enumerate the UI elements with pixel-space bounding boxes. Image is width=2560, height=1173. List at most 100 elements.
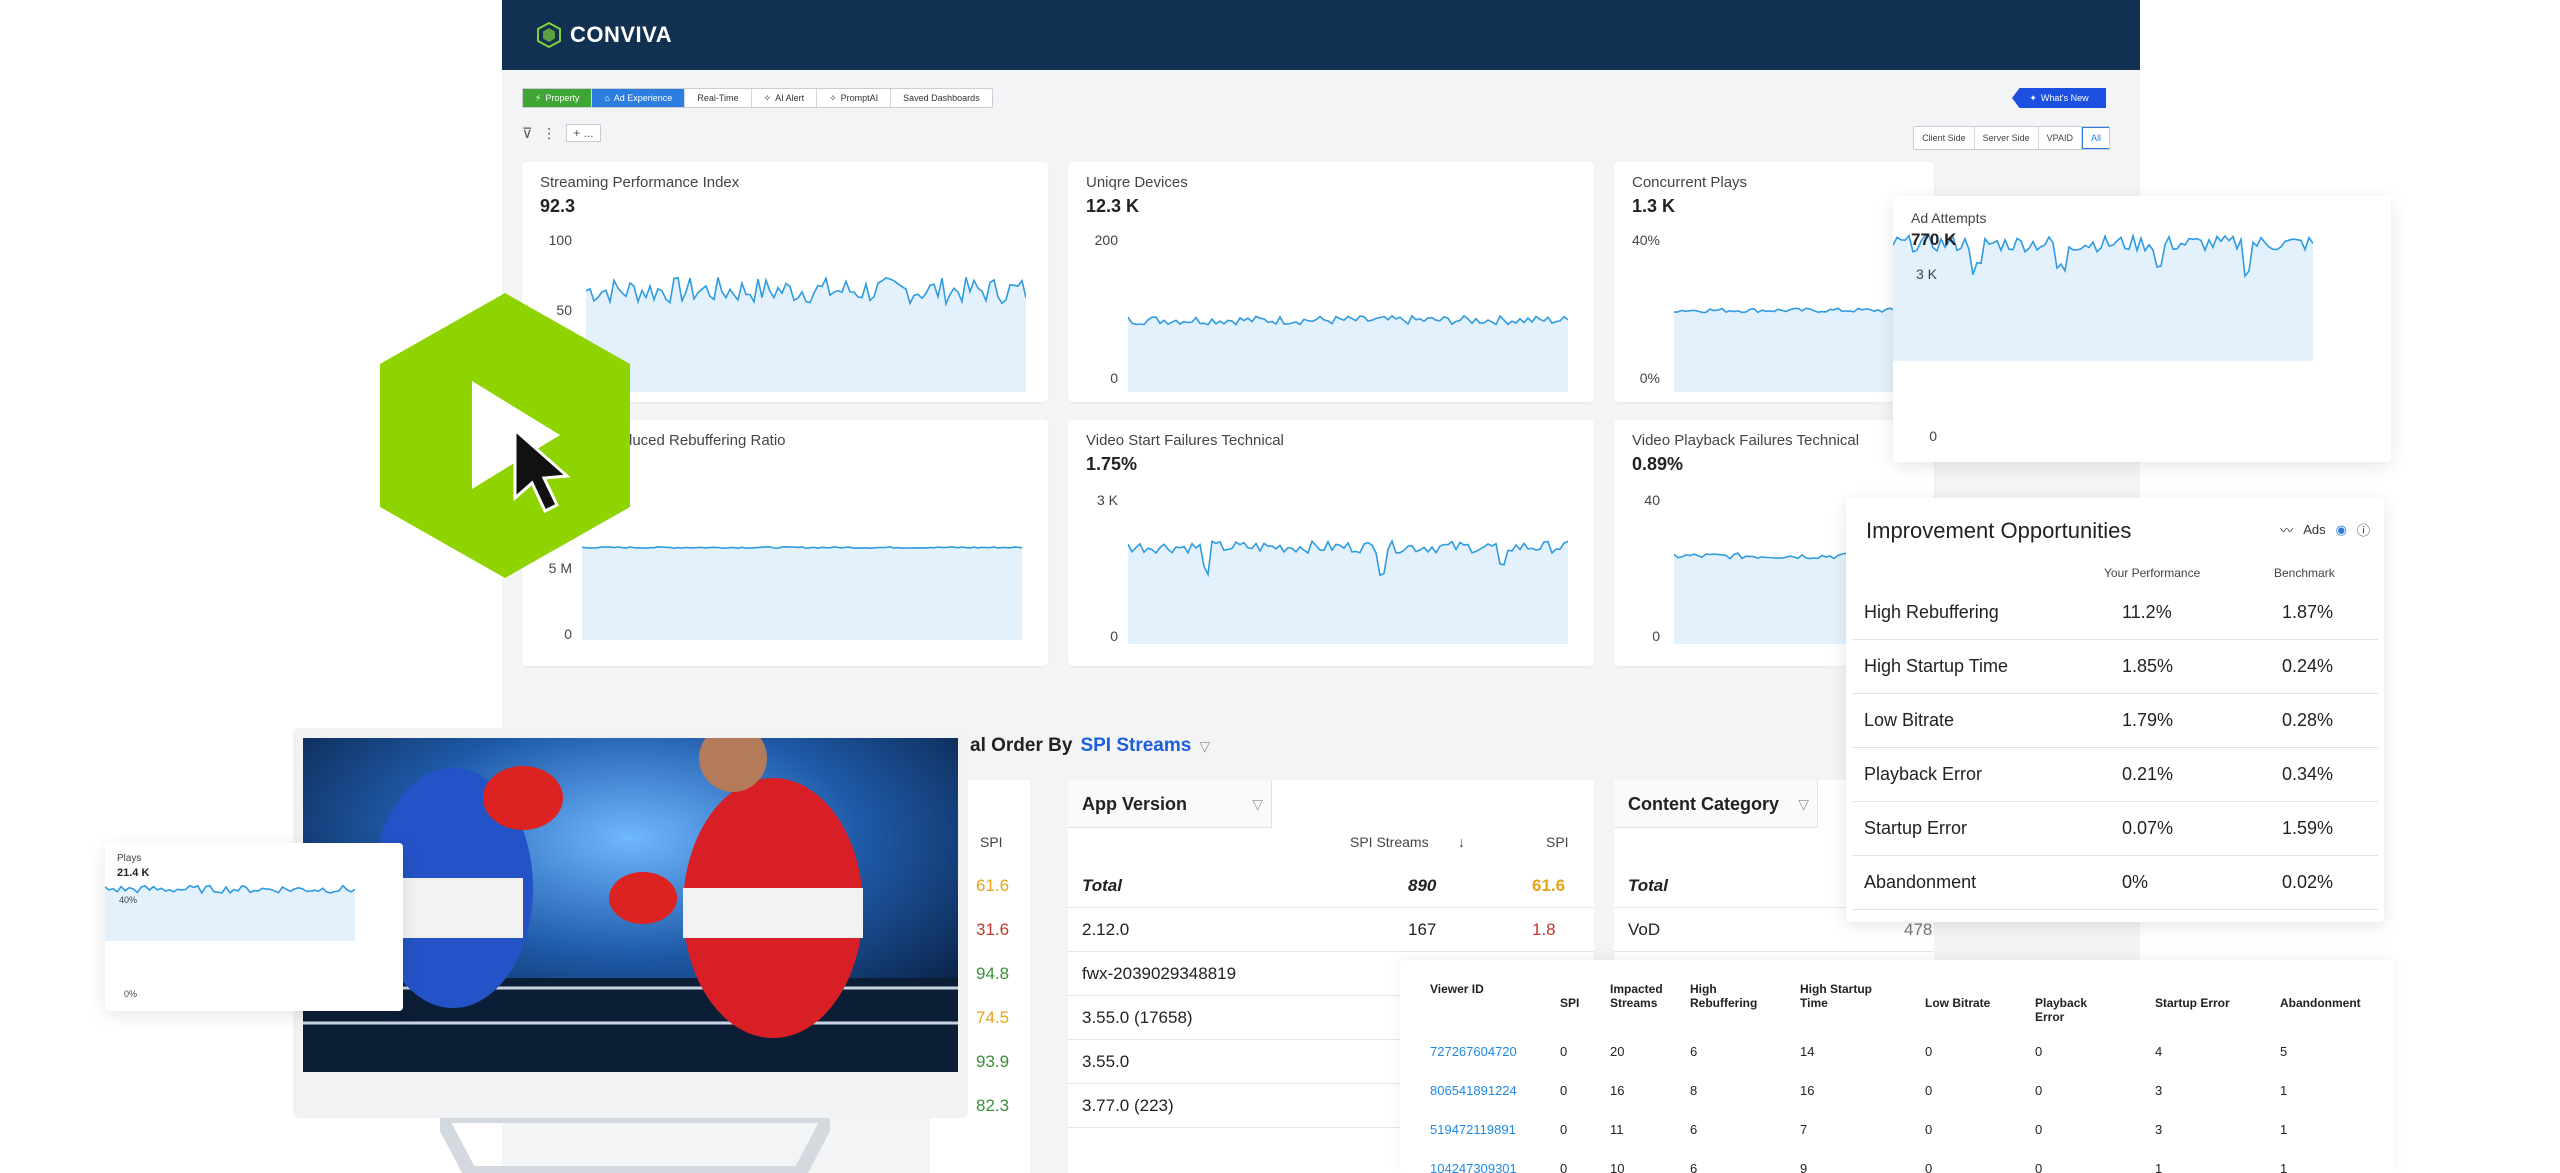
- column-header[interactable]: Low Bitrate: [1925, 996, 1991, 1010]
- viewer-row[interactable]: 519472119891 0 11 6 7 0 0 3 1: [1400, 1110, 2394, 1148]
- tab-property[interactable]: ⚡ Property: [523, 89, 593, 107]
- tab-saved-dashboards[interactable]: Saved Dashboards: [903, 93, 980, 103]
- column-header-streams[interactable]: SPI Streams: [1350, 834, 1429, 850]
- improvement-label: Startup Error: [1864, 818, 1968, 838]
- table-row[interactable]: 94.8: [930, 952, 1030, 996]
- table-row[interactable]: 82.3: [930, 1084, 1030, 1128]
- column-header-spi[interactable]: SPI: [1546, 834, 1569, 850]
- spi-value: 74.5: [976, 1008, 1010, 1027]
- metric-card-spi[interactable]: Streaming Performance Index 92.3 100 50: [522, 162, 1048, 402]
- lightbulb-icon[interactable]: ◉: [2335, 521, 2347, 537]
- info-icon[interactable]: ⓘ: [2356, 523, 2370, 538]
- metric-card-devices[interactable]: Uniqre Devices 12.3 K 200 0: [1068, 162, 1594, 402]
- your-performance-value: 1.85%: [2122, 656, 2174, 676]
- plays-card[interactable]: Plays 21.4 K 40% 0%: [104, 843, 403, 1011]
- metric-title: Streaming Performance Index: [540, 174, 740, 191]
- column-header[interactable]: Viewer ID: [1430, 982, 1484, 996]
- metric-card-vsf[interactable]: Video Start Failures Technical 1.75% 3 K…: [1068, 420, 1594, 666]
- more-vertical-icon[interactable]: ⋮: [542, 124, 557, 141]
- column-header[interactable]: Startup Error: [2155, 996, 2230, 1010]
- column-header[interactable]: High Rebuffering: [1690, 982, 1758, 1010]
- your-performance-value: 11.2%: [2122, 602, 2172, 622]
- viewer-cell: 1: [2280, 1122, 2288, 1137]
- table-row[interactable]: 2.12.0 167 1.8: [1068, 908, 1594, 952]
- column-header[interactable]: High Startup Time: [1800, 982, 1872, 1010]
- improvement-row[interactable]: High Startup Time 1.85% 0.24%: [1852, 640, 2378, 694]
- sort-arrow-icon[interactable]: ↓: [1458, 834, 1465, 850]
- improvement-row[interactable]: Startup Error 0.07% 1.59%: [1852, 802, 2378, 856]
- improvement-row[interactable]: High Rebuffering 11.2% 1.87%: [1852, 586, 2378, 640]
- tab-real-time[interactable]: Real-Time: [685, 89, 752, 107]
- table-row[interactable]: VoD 478: [1614, 908, 1934, 952]
- column-header[interactable]: Playback Error: [2035, 996, 2088, 1024]
- chevron-down-icon[interactable]: ▽: [1252, 796, 1263, 812]
- viewer-id-link[interactable]: 806541891224: [1430, 1083, 1517, 1098]
- table-row[interactable]: 3.55.0: [1068, 1040, 1594, 1084]
- chevron-down-icon[interactable]: ▽: [1798, 796, 1809, 812]
- sparkline-area: [586, 277, 1026, 392]
- table-row[interactable]: Total 890 61.6: [1068, 864, 1594, 908]
- dimension-selector[interactable]: App Version ▽: [1068, 780, 1272, 828]
- order-by-dropdown[interactable]: SPI Streams: [1080, 735, 1192, 756]
- viewer-cell: 1: [2280, 1083, 2288, 1098]
- segment-server-side[interactable]: Server Side: [1975, 127, 2039, 149]
- trend-line-icon[interactable]: 〰: [2280, 523, 2294, 538]
- metric-value: 21.4 K: [117, 867, 150, 879]
- spi-value: 82.3: [976, 1096, 1010, 1115]
- benchmark-value: 0.24%: [2282, 656, 2334, 676]
- chevron-down-icon[interactable]: ▽: [1199, 737, 1211, 754]
- sparkle-icon: ✧: [829, 92, 837, 103]
- segment-client-side[interactable]: Client Side: [1914, 127, 1975, 149]
- table-row[interactable]: Total: [1614, 864, 1934, 908]
- table-row[interactable]: 3.55.0 (17658): [1068, 996, 1594, 1040]
- viewer-row[interactable]: 104247309301 0 10 6 9 0 0 1 1: [1400, 1149, 2394, 1173]
- viewer-id-link[interactable]: 519472119891: [1430, 1122, 1516, 1137]
- table-row[interactable]: 31.6: [930, 908, 1030, 952]
- column-header[interactable]: Abandonment: [2280, 996, 2361, 1010]
- table-row[interactable]: 61.6: [930, 864, 1030, 908]
- brand-name: CONVIVA: [570, 22, 673, 47]
- segment-vpaid[interactable]: VPAID: [2039, 127, 2082, 149]
- improvement-row[interactable]: Low Bitrate 1.79% 0.28%: [1852, 694, 2378, 748]
- brand-logo[interactable]: CONVIVA: [536, 22, 672, 48]
- dimension-selector[interactable]: Content Category ▽: [1614, 780, 1818, 828]
- tab-promptai[interactable]: ✧ PromptAI: [817, 89, 892, 107]
- improvement-row[interactable]: Playback Error 0.21% 0.34%: [1852, 748, 2378, 802]
- axis-tick: 40: [1644, 492, 1660, 508]
- metric-value: 1.75%: [1086, 454, 1138, 474]
- add-filter-button[interactable]: + ...: [566, 124, 601, 142]
- viewer-id-link[interactable]: 727267604720: [1430, 1044, 1517, 1059]
- axis-tick: 40%: [118, 895, 137, 905]
- viewer-row[interactable]: 806541891224 0 16 8 16 0 0 3 1: [1400, 1071, 2394, 1109]
- benchmark-value: 0.28%: [2282, 710, 2334, 730]
- axis-tick: 0: [1929, 428, 1937, 444]
- column-header[interactable]: Impacted Streams: [1610, 982, 1663, 1010]
- metric-card-concurrent[interactable]: Concurrent Plays 1.3 K 40% 0%: [1614, 162, 1934, 402]
- ad-attempts-card[interactable]: Ad Attempts 770 K 3 K 0: [1892, 196, 2391, 462]
- table-row[interactable]: 93.9: [930, 1040, 1030, 1084]
- sparkline-line: [1674, 307, 1934, 314]
- filter-row: ⊽ ⋮ + ...: [522, 124, 601, 142]
- tab-ad-experience[interactable]: ⌂ Ad Experience: [592, 89, 686, 107]
- metric-card-rebuffering[interactable]: duced Rebuffering Ratio 5 M 0: [522, 420, 1048, 666]
- improvement-row[interactable]: Abandonment 0% 0.02%: [1852, 856, 2378, 910]
- column-header[interactable]: SPI: [1560, 996, 1580, 1010]
- play-hexagon-icon[interactable]: [380, 293, 630, 578]
- viewer-cell: 0: [1560, 1083, 1568, 1098]
- table-row[interactable]: fwx-2039029348819: [1068, 952, 1594, 996]
- top-bar: CONVIVA: [502, 0, 2140, 70]
- column-header-benchmark: Benchmark: [2274, 566, 2335, 580]
- your-performance-value: 0.07%: [2122, 818, 2174, 838]
- row-spi: 61.6: [1532, 875, 1566, 895]
- ads-toggle[interactable]: Ads: [2303, 522, 2326, 537]
- whats-new-button[interactable]: ✦ What's New: [2012, 88, 2106, 108]
- table-row[interactable]: 74.5: [930, 996, 1030, 1040]
- tab-ai-alert[interactable]: ✧ AI Alert: [752, 89, 818, 107]
- table-row[interactable]: 3.77.0 (223): [1068, 1084, 1594, 1128]
- viewer-id-link[interactable]: 104247309301: [1430, 1161, 1517, 1173]
- filter-icon[interactable]: ⊽: [522, 124, 533, 141]
- viewer-row[interactable]: 727267604720 0 20 6 14 0 0 4 5: [1400, 1032, 2394, 1070]
- axis-tick: 0: [1110, 370, 1118, 386]
- segment-all[interactable]: All: [2081, 127, 2109, 149]
- ad-side-selector: Client Side Server Side VPAID All: [1913, 126, 2110, 150]
